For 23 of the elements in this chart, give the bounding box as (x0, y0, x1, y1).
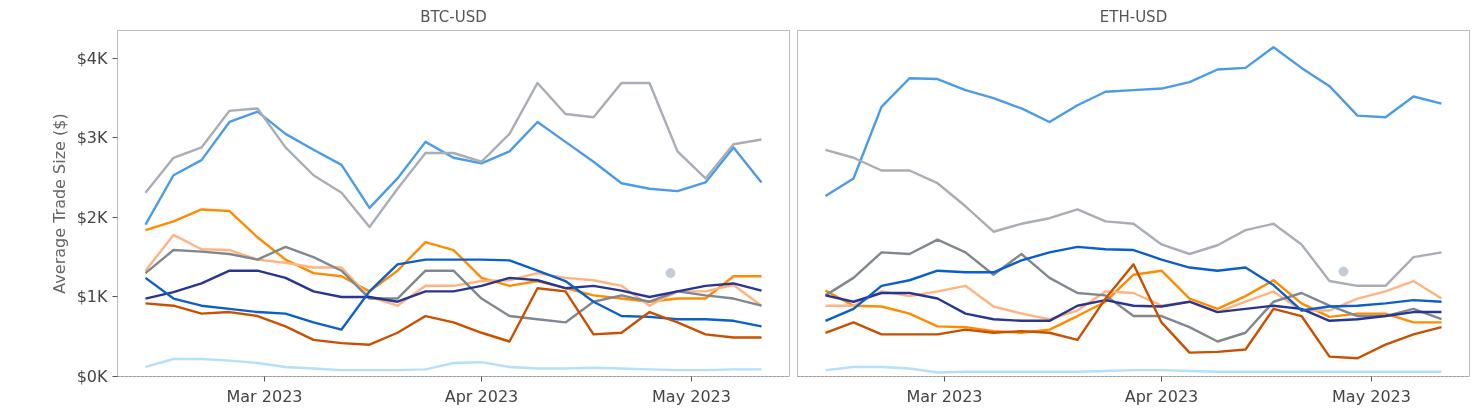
y-tick-label: $3K (76, 128, 109, 148)
line-series (144, 269, 763, 303)
x-tick-label: Apr 2023 (1124, 386, 1199, 406)
line-series (144, 245, 763, 324)
y-axis-title: Average Trade Size ($) (49, 113, 69, 294)
y-tick-label: $0K (76, 367, 109, 386)
line-series (144, 287, 763, 346)
x-tick-label: Mar 2023 (906, 386, 983, 406)
line-series (144, 208, 763, 303)
line-series (144, 357, 763, 372)
y-tick-label: $2K (76, 207, 109, 227)
line-series (144, 258, 763, 331)
line-series (144, 81, 763, 229)
line-series (144, 233, 763, 307)
line-series (144, 110, 763, 226)
chart-title: BTC-USD (420, 7, 487, 26)
x-tick-label: Apr 2023 (444, 386, 519, 406)
y-tick-label: $1K (76, 287, 109, 307)
x-tick-label: May 2023 (652, 386, 731, 406)
x-tick-label: Mar 2023 (226, 386, 303, 406)
x-tick-label: May 2023 (1332, 386, 1411, 406)
y-tick-label: $4K (76, 48, 109, 68)
chart-title: ETH-USD (1099, 7, 1168, 26)
